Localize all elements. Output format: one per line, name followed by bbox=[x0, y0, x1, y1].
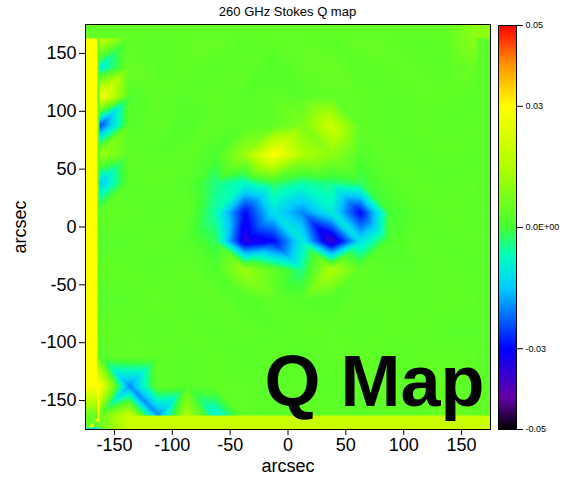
svg-text:-50: -50 bbox=[217, 435, 243, 455]
svg-text:-0.05: -0.05 bbox=[526, 424, 547, 434]
svg-text:100: 100 bbox=[389, 435, 419, 455]
html-text:260 GHz Stokes Q map: 260 GHz Stokes Q map bbox=[218, 4, 357, 19]
svg-text:150: 150 bbox=[46, 43, 76, 63]
svg-text:-150: -150 bbox=[96, 435, 132, 455]
svg-text:arcsec: arcsec bbox=[10, 200, 30, 253]
svg-text:50: 50 bbox=[56, 159, 76, 179]
svg-text:0.05: 0.05 bbox=[526, 20, 544, 30]
svg-text:100: 100 bbox=[46, 101, 76, 121]
svg-text:0: 0 bbox=[66, 217, 76, 237]
svg-text:0: 0 bbox=[283, 435, 293, 455]
svg-text:0.0E+00: 0.0E+00 bbox=[526, 222, 560, 232]
svg-text:150: 150 bbox=[447, 435, 477, 455]
svg-text:50: 50 bbox=[336, 435, 356, 455]
svg-text:-100: -100 bbox=[40, 332, 76, 352]
svg-text:-100: -100 bbox=[154, 435, 190, 455]
svg-text:-50: -50 bbox=[50, 275, 76, 295]
svg-text:0.03: 0.03 bbox=[526, 101, 544, 111]
svg-text:arcsec: arcsec bbox=[261, 456, 314, 476]
svg-text:-150: -150 bbox=[40, 390, 76, 410]
svg-text:-0.03: -0.03 bbox=[526, 344, 547, 354]
svg-text:Q Map: Q Map bbox=[264, 341, 484, 421]
